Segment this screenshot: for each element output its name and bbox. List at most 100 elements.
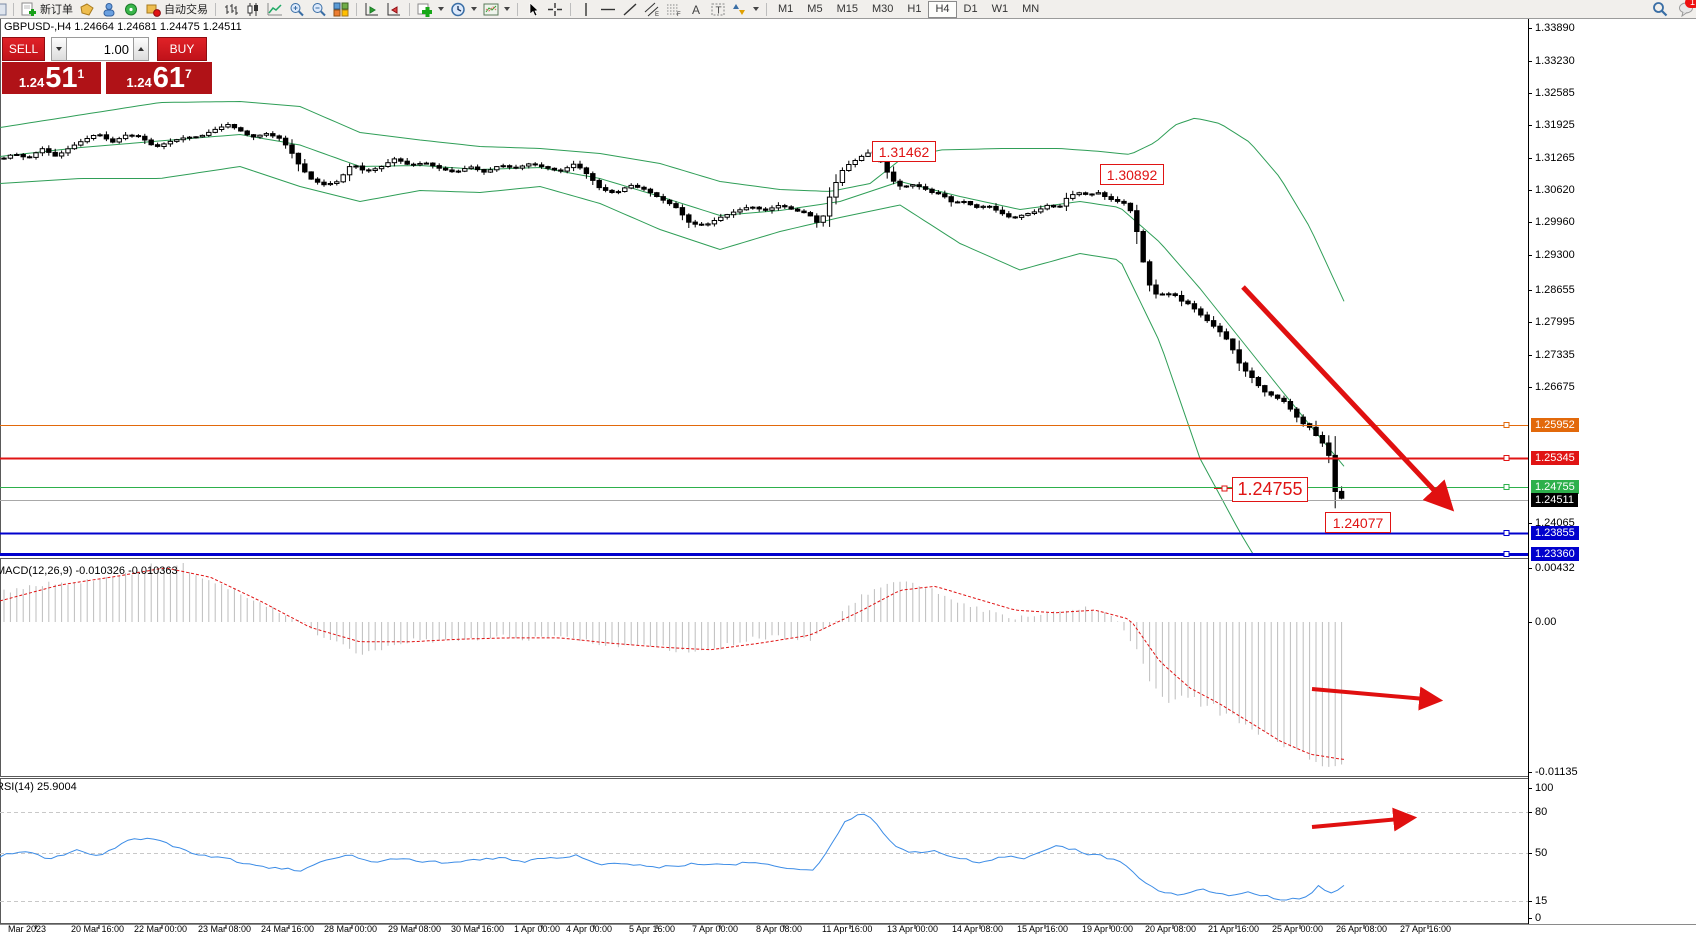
indicators-button[interactable] xyxy=(414,1,447,17)
price-axis-tick: 1.30620 xyxy=(1535,184,1575,196)
current-price-label: 1.24511 xyxy=(1531,493,1578,507)
time-axis-label: 15 Apr 16:00 xyxy=(1017,924,1069,934)
autotrading-label: 自动交易 xyxy=(164,4,208,16)
one-click-order-row: SELL BUY xyxy=(2,37,212,61)
chevron-up-icon xyxy=(138,47,144,51)
line-chart-mode-button[interactable] xyxy=(264,1,286,17)
notification-badge: 1 xyxy=(1685,0,1696,8)
price-callout-1.30892[interactable]: 1.30892 xyxy=(1100,164,1164,185)
fibonacci-tool-button[interactable]: F xyxy=(663,1,685,17)
channel-tool-button[interactable]: E xyxy=(641,1,663,17)
divider xyxy=(215,2,216,16)
buy-price-prefix: 1.24 xyxy=(126,75,152,90)
chevron-down-icon xyxy=(56,47,62,51)
tile-windows-button[interactable] xyxy=(330,1,352,17)
level-price-label: 1.24755 xyxy=(1531,480,1579,494)
level-price-label: 1.25345 xyxy=(1531,451,1579,465)
time-axis-label: 23 Mar 08:00 xyxy=(198,924,252,934)
price-callout-1.31462[interactable]: 1.31462 xyxy=(872,141,936,162)
volume-decrease-button[interactable] xyxy=(51,37,67,61)
rsi-indicator-label: RSI(14) 25.9004 xyxy=(0,781,77,793)
crosshair-tool-button[interactable] xyxy=(544,1,566,17)
chat-icon[interactable]: 1 xyxy=(1678,0,1696,17)
community-button[interactable] xyxy=(98,1,120,17)
time-axis-label: 24 Mar 16:00 xyxy=(261,924,315,934)
rsi-axis-tick: 80 xyxy=(1535,806,1548,818)
vertical-line-tool-button[interactable] xyxy=(575,1,597,17)
crosshair-icon xyxy=(547,2,563,17)
sell-price-display[interactable]: 1.24 51 1 xyxy=(2,62,102,94)
trendline-tool-button[interactable] xyxy=(619,1,641,17)
periods-button[interactable] xyxy=(447,1,480,17)
trend-arrow-1[interactable] xyxy=(1241,285,1455,512)
arrows-tool-button[interactable] xyxy=(729,1,762,17)
volume-input[interactable] xyxy=(67,37,133,61)
templates-button[interactable] xyxy=(480,1,513,17)
timeframe-button-w1[interactable]: W1 xyxy=(991,2,1009,15)
rsi-axis-tick: 100 xyxy=(1535,782,1554,794)
timeframe-button-m5[interactable]: M5 xyxy=(807,2,823,15)
candlestick-icon xyxy=(245,2,261,17)
price-axis-tick: 1.33890 xyxy=(1535,22,1575,34)
autotrading-button[interactable]: 自动交易 xyxy=(142,1,211,17)
one-click-trading-panel: SELL BUY 1.24 51 1 1.24 61 7 xyxy=(2,37,212,94)
auto-scroll-button[interactable] xyxy=(361,1,383,17)
text-tool-button[interactable]: A xyxy=(685,1,707,17)
horizontal-line-tool-button[interactable] xyxy=(597,1,619,17)
channel-letter: E xyxy=(655,12,659,17)
chevron-down-icon xyxy=(504,7,510,11)
timeframe-button-d1[interactable]: D1 xyxy=(963,2,978,15)
rsi-axis-tick: 50 xyxy=(1535,847,1548,859)
timeframe-button-m30[interactable]: M30 xyxy=(871,2,894,15)
text-label-icon: T xyxy=(710,2,726,17)
divider xyxy=(409,2,410,16)
time-axis-label: 4 Apr 00:00 xyxy=(566,924,613,934)
divider xyxy=(356,2,357,16)
macd-axis-tick: 0.00 xyxy=(1535,616,1557,628)
sell-button[interactable]: SELL xyxy=(2,37,45,61)
market-watch-button[interactable] xyxy=(76,1,98,17)
add-indicator-icon xyxy=(417,2,433,17)
timeframe-button-h1[interactable]: H1 xyxy=(907,2,922,15)
zoom-out-button[interactable] xyxy=(308,1,330,17)
price-callout-1.24077[interactable]: 1.24077 xyxy=(1325,512,1391,533)
zoom-in-button[interactable] xyxy=(286,1,308,17)
text-label-tool-button[interactable]: T xyxy=(707,1,729,17)
trendline-icon xyxy=(622,2,638,17)
auto-scroll-icon xyxy=(364,2,380,17)
buy-button[interactable]: BUY xyxy=(157,37,207,61)
new-order-button[interactable]: 新订单 xyxy=(18,1,76,17)
arrow-objects-icon xyxy=(732,2,748,17)
time-axis-label: 19 Apr 00:00 xyxy=(1082,924,1134,934)
bar-chart-icon xyxy=(223,2,239,17)
horizontal-line-icon xyxy=(600,2,616,17)
bollinger-lower-band xyxy=(0,165,1255,555)
timeframe-button-m1[interactable]: M1 xyxy=(778,2,794,15)
trend-arrow-2[interactable] xyxy=(1311,686,1444,711)
timeframe-button-h4[interactable]: H4 xyxy=(928,0,957,18)
trend-arrow-3[interactable] xyxy=(1311,807,1418,832)
price-axis-tick: 1.26675 xyxy=(1535,381,1575,393)
timeframe-button-mn[interactable]: MN xyxy=(1022,2,1040,15)
time-axis-label: 22 Mar 00:00 xyxy=(134,924,188,934)
price-callout-1.24755[interactable]: 1.24755 xyxy=(1232,477,1308,502)
cursor-tool-button[interactable] xyxy=(522,1,544,17)
chart-shift-button[interactable] xyxy=(383,1,405,17)
candlestick-mode-button[interactable] xyxy=(242,1,264,17)
buy-price-display[interactable]: 1.24 61 7 xyxy=(106,62,212,94)
divider xyxy=(517,2,518,16)
bar-chart-mode-button[interactable] xyxy=(220,1,242,17)
price-axis-tick: 1.31925 xyxy=(1535,119,1575,131)
timeframe-button-m15[interactable]: M15 xyxy=(836,2,858,15)
search-icon[interactable] xyxy=(1652,1,1668,17)
macd-signal-line xyxy=(0,567,1345,760)
time-axis-label: Mar 2023 xyxy=(8,924,47,934)
time-axis-label: 1 Apr 00:00 xyxy=(514,924,561,934)
zoom-in-icon xyxy=(289,2,305,17)
autotrading-icon xyxy=(145,2,161,17)
tile-windows-icon xyxy=(333,2,349,17)
volume-increase-button[interactable] xyxy=(133,37,149,61)
signals-button[interactable] xyxy=(120,1,142,17)
